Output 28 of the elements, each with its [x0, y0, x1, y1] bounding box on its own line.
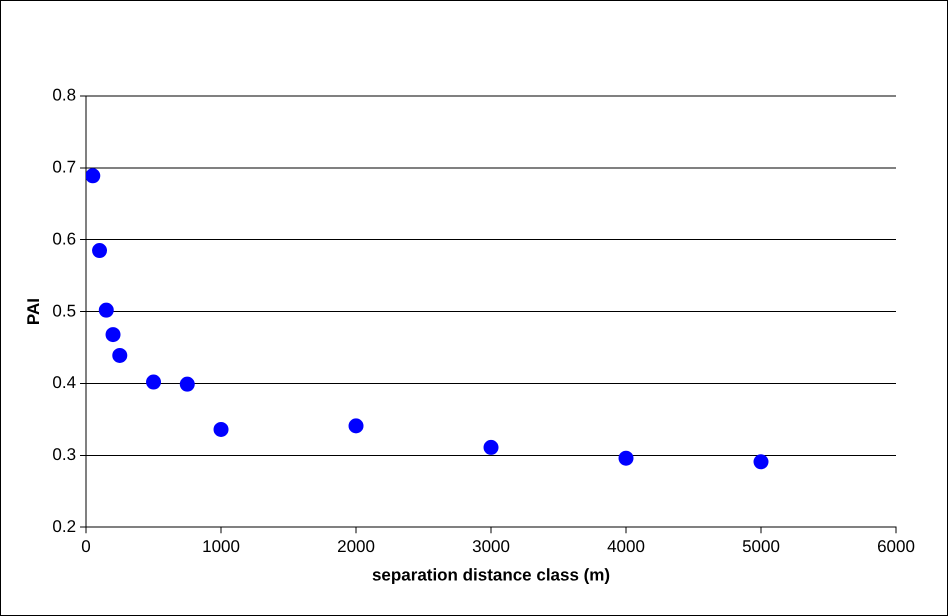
- y-tick-label: 0.5: [52, 301, 76, 320]
- point: [98, 302, 114, 318]
- point: [86, 168, 100, 184]
- point: [214, 422, 229, 437]
- y-tick-label: 0.6: [52, 229, 76, 248]
- point: [618, 450, 634, 466]
- x-tick-label: 5000: [742, 537, 780, 556]
- y-tick-label: 0.3: [52, 445, 76, 464]
- point: [106, 327, 121, 342]
- point: [484, 440, 499, 455]
- point: [146, 374, 162, 390]
- y-tick-label: 0.4: [52, 373, 76, 392]
- y-tick-label: 0.2: [52, 516, 76, 536]
- x-tick-label: 2000: [337, 537, 375, 556]
- y-tick-label: 0.8: [52, 86, 76, 105]
- point: [348, 418, 364, 434]
- x-tick-label: 1000: [202, 537, 240, 556]
- point: [92, 243, 108, 258]
- y-axis-title: PAI: [24, 298, 43, 326]
- x-axis-title: separation distance class (m): [372, 565, 610, 584]
- point: [112, 348, 128, 363]
- point: [180, 376, 195, 392]
- point: [754, 454, 769, 470]
- x-tick-label: 3000: [472, 537, 510, 556]
- x-tick-label: 6000: [877, 537, 915, 556]
- x-tick-label: 4000: [607, 537, 645, 556]
- y-tick-label: 0.7: [52, 158, 76, 177]
- x-tick-label: 0: [81, 537, 91, 556]
